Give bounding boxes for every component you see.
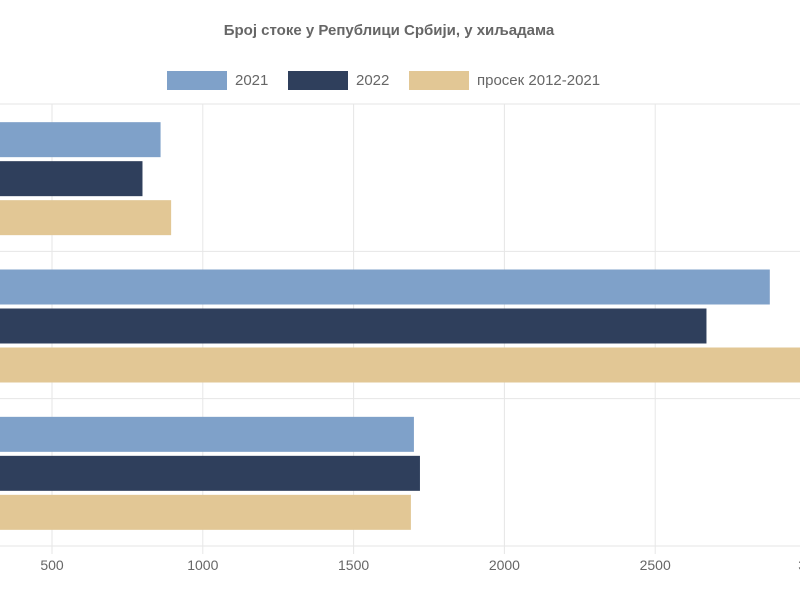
bar-0-1 [0,122,161,158]
legend-label-average: просек 2012-2021 [477,71,601,89]
tick-label-500: 500 [40,557,64,573]
legend-label-2022: 2022 [356,71,390,89]
chart-title: Број стоке у Републици Србији, у хиљадам… [223,22,555,39]
legend-swatch-2022 [288,70,348,90]
bar-2-2 [0,455,420,491]
bar-2-1 [0,416,414,452]
legend-label-2021: 2021 [235,71,269,89]
legend-item-2021[interactable]: 2021 [167,69,268,91]
bar-1-1 [0,269,770,305]
bar-0-2 [0,161,143,197]
legend: 2021 2022 просек 2012-2021 [0,69,800,91]
tick-label-1500: 1500 [338,557,369,573]
legend-item-average[interactable]: просек 2012-2021 [409,69,600,91]
legend-swatch-2021 [167,70,227,90]
tick-label-2000: 2000 [489,557,520,573]
bar-0-3 [0,200,172,236]
tick-label-2500: 2500 [640,557,671,573]
bar-1-3 [0,347,800,383]
legend-swatch-average [409,70,469,90]
tick-label-1000: 1000 [187,557,218,573]
legend-item-2022[interactable]: 2022 [288,69,389,91]
bar-1-2 [0,308,707,344]
bar-2-3 [0,494,411,530]
tick-label-3000: 30 [798,557,800,573]
